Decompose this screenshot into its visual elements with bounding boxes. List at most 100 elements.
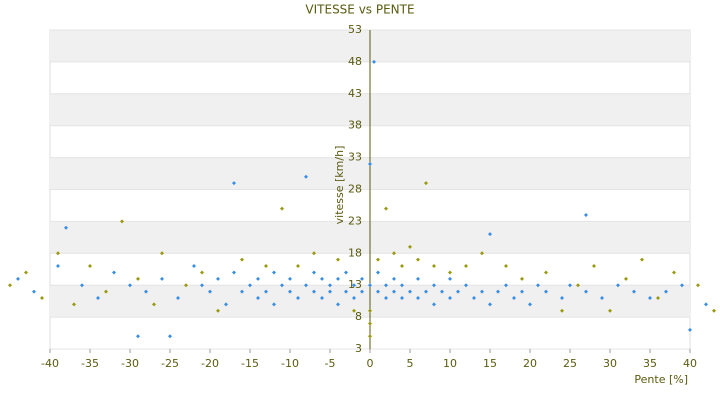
point bbox=[144, 289, 148, 294]
point bbox=[440, 289, 444, 294]
chart-title: VITESSE vs PENTE bbox=[305, 3, 414, 17]
point bbox=[288, 276, 292, 281]
point bbox=[368, 161, 372, 166]
point bbox=[120, 219, 124, 224]
point bbox=[672, 270, 676, 275]
point bbox=[192, 264, 196, 269]
point bbox=[648, 295, 652, 300]
x-tick-label: -5 bbox=[325, 357, 336, 370]
point bbox=[536, 283, 540, 288]
point bbox=[136, 334, 140, 339]
point bbox=[240, 257, 244, 262]
point bbox=[328, 283, 332, 288]
point bbox=[400, 295, 404, 300]
point bbox=[40, 295, 44, 300]
point bbox=[224, 302, 228, 307]
point bbox=[336, 302, 340, 307]
point bbox=[416, 257, 420, 262]
point bbox=[408, 244, 412, 249]
point bbox=[544, 270, 548, 275]
point bbox=[80, 283, 84, 288]
point bbox=[264, 289, 268, 294]
point bbox=[360, 289, 364, 294]
point bbox=[424, 181, 428, 186]
point bbox=[448, 295, 452, 300]
x-tick-label: 30 bbox=[603, 357, 617, 370]
point bbox=[320, 276, 324, 281]
point bbox=[272, 270, 276, 275]
x-tick-label: 35 bbox=[643, 357, 657, 370]
point bbox=[480, 289, 484, 294]
point bbox=[616, 283, 620, 288]
x-tick-label: -40 bbox=[41, 357, 59, 370]
y-tick-label: 28 bbox=[348, 183, 362, 196]
y-tick-label: 23 bbox=[348, 214, 362, 227]
y-tick-label: 33 bbox=[348, 151, 362, 164]
point bbox=[368, 334, 372, 339]
point bbox=[232, 270, 236, 275]
point bbox=[312, 270, 316, 275]
point bbox=[104, 289, 108, 294]
point bbox=[448, 276, 452, 281]
point bbox=[368, 283, 372, 288]
point bbox=[200, 283, 204, 288]
point bbox=[208, 289, 212, 294]
point bbox=[336, 257, 340, 262]
point bbox=[88, 264, 92, 269]
point bbox=[72, 302, 76, 307]
point bbox=[320, 295, 324, 300]
point bbox=[240, 289, 244, 294]
x-tick-label: 20 bbox=[523, 357, 537, 370]
point bbox=[488, 232, 492, 237]
point bbox=[328, 289, 332, 294]
point bbox=[312, 251, 316, 256]
point bbox=[264, 264, 268, 269]
point bbox=[400, 264, 404, 269]
point bbox=[424, 289, 428, 294]
y-tick-label: 48 bbox=[348, 55, 362, 68]
point bbox=[584, 289, 588, 294]
point bbox=[568, 283, 572, 288]
y-tick-label: 3 bbox=[355, 342, 362, 355]
point bbox=[656, 295, 660, 300]
point bbox=[232, 181, 236, 186]
x-tick-label: -15 bbox=[241, 357, 259, 370]
point bbox=[504, 283, 508, 288]
point bbox=[416, 295, 420, 300]
y-tick-label: 38 bbox=[348, 119, 362, 132]
point bbox=[680, 283, 684, 288]
x-tick-label: 25 bbox=[563, 357, 577, 370]
x-tick-label: 10 bbox=[443, 357, 457, 370]
point bbox=[168, 334, 172, 339]
point bbox=[456, 289, 460, 294]
point bbox=[128, 283, 132, 288]
point bbox=[96, 295, 100, 300]
x-tick-label: -20 bbox=[201, 357, 219, 370]
point bbox=[64, 225, 68, 230]
point bbox=[368, 321, 372, 326]
point bbox=[184, 283, 188, 288]
x-tick-label: 0 bbox=[367, 357, 374, 370]
y-tick-label: 18 bbox=[348, 246, 362, 259]
x-tick-label: 40 bbox=[683, 357, 697, 370]
y-tick-label: 53 bbox=[348, 23, 362, 36]
point bbox=[336, 276, 340, 281]
point bbox=[584, 213, 588, 218]
point bbox=[464, 264, 468, 269]
point bbox=[280, 206, 284, 211]
point bbox=[248, 283, 252, 288]
point bbox=[384, 283, 388, 288]
point bbox=[368, 308, 372, 313]
point bbox=[696, 283, 700, 288]
point bbox=[152, 302, 156, 307]
point bbox=[160, 251, 164, 256]
point bbox=[488, 302, 492, 307]
point bbox=[296, 295, 300, 300]
point bbox=[372, 59, 376, 64]
point bbox=[288, 289, 292, 294]
x-tick-label: -10 bbox=[281, 357, 299, 370]
point bbox=[256, 295, 260, 300]
point bbox=[304, 283, 308, 288]
